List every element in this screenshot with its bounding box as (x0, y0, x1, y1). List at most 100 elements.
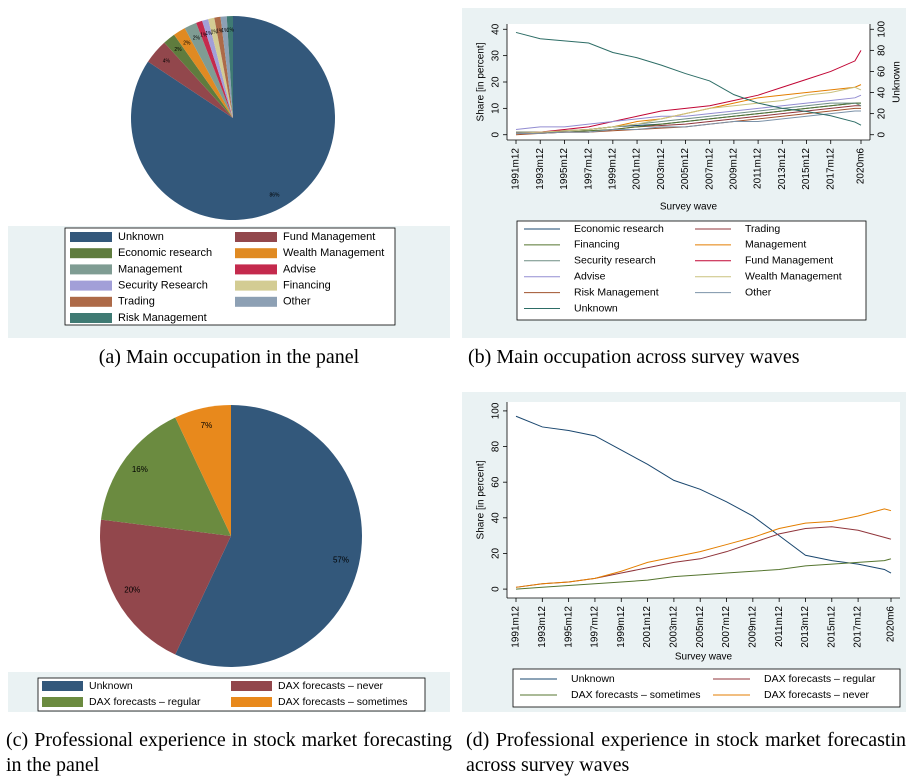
legend-label: Financing (574, 239, 620, 251)
series-line (515, 31, 862, 126)
x-axis-title: Survey wave (660, 202, 718, 213)
value-label: 86% (269, 193, 280, 199)
caption: (b) Main occupation across survey waves (468, 346, 800, 368)
x-tick-label: 2015m12 (801, 148, 812, 190)
legend-label: Trading (118, 296, 155, 308)
legend-label: Other (745, 286, 772, 298)
y-tick-label: 20 (491, 547, 502, 559)
series-line (515, 50, 862, 134)
legend-label: Wealth Management (283, 247, 384, 259)
x-tick-label: 1993m12 (537, 606, 548, 648)
value-label: 20% (124, 585, 140, 594)
legend-label: Unknown (89, 680, 133, 692)
legend-label: Fund Management (745, 255, 833, 267)
y-tick-label: 40 (491, 512, 502, 524)
y-tick-label: 10 (491, 102, 502, 114)
series-line (515, 86, 862, 134)
plot-area (507, 402, 900, 598)
caption: (d) Professional experience in stock mar… (466, 729, 906, 776)
legend-label: Advise (574, 270, 606, 282)
legend-box (512, 668, 901, 708)
x-tick-label: 1997m12 (583, 148, 594, 190)
pie-slice (184, 22, 233, 118)
legend-swatch (235, 280, 277, 291)
x-tick-label: 2009m12 (729, 148, 740, 190)
legend-swatch (42, 697, 83, 707)
pie-slice (175, 405, 363, 667)
legend-label: Advise (283, 263, 316, 275)
value-label: 1% (205, 31, 213, 37)
series-line (515, 102, 861, 134)
value-label: 16% (132, 465, 148, 474)
y-tick-label: 60 (491, 476, 502, 488)
pie-slice (202, 19, 233, 119)
x-tick-label: 2007m12 (704, 148, 715, 190)
x-tick-label: 2003m12 (669, 606, 680, 648)
legend-swatch (70, 264, 112, 275)
x-tick-label: 1991m12 (511, 606, 522, 648)
legend-swatch (70, 280, 112, 291)
y-tick-label: 20 (491, 76, 502, 88)
x-tick-label: 2001m12 (632, 148, 643, 190)
pie-slice (214, 16, 233, 118)
pie-slice (196, 20, 233, 119)
y-tick-label: 30 (491, 50, 502, 62)
x-tick-label: 2013m12 (777, 148, 788, 190)
legend-swatch (231, 681, 272, 691)
pie-slice (100, 519, 231, 655)
value-label: 4% (163, 58, 171, 64)
x-tick-label: 2013m12 (800, 606, 811, 648)
legend-label: Fund Management (283, 231, 375, 243)
legend-label: Management (118, 263, 182, 275)
legend-label: Management (745, 239, 806, 251)
series-line (515, 94, 862, 130)
value-label: 1% (221, 28, 229, 34)
y-tick-label: 80 (491, 441, 502, 453)
series-line (515, 415, 892, 574)
caption: (a) Main occupation in the panel (98, 346, 360, 368)
x-tick-label: 1999m12 (607, 148, 618, 190)
legend-label: DAX forecasts – regular (89, 696, 201, 708)
legend-label: DAX forecasts – sometimes (278, 696, 408, 708)
value-label: 1% (227, 28, 235, 34)
pie-slice (220, 16, 233, 119)
y-tick-label: 40 (491, 23, 502, 35)
value-label: 1% (216, 29, 224, 35)
y2-tick-label: 20 (877, 108, 888, 120)
x-tick-label: 1995m12 (563, 606, 574, 648)
x-tick-label: 2017m12 (853, 606, 864, 648)
legend-swatch (235, 248, 277, 259)
series-line (515, 558, 892, 590)
legend-label: Risk Management (574, 286, 659, 298)
x-tick-label: 2015m12 (826, 606, 837, 648)
y-tick-label: 0 (491, 132, 502, 138)
x-tick-label: 2011m12 (753, 148, 764, 189)
plot-area (507, 24, 870, 140)
pie-slice (174, 28, 233, 118)
legend-label: DAX forecasts – regular (764, 673, 876, 685)
legend-swatch (231, 697, 272, 707)
value-label: 7% (201, 421, 213, 430)
value-label: 1% (200, 33, 208, 39)
x-tick-label: 2020m6 (886, 606, 897, 643)
value-label: 1% (211, 30, 219, 36)
x-tick-label: 2005m12 (695, 606, 706, 648)
value-label: 2% (183, 41, 191, 47)
x-tick-label: 2005m12 (680, 148, 691, 190)
pie-slice (101, 417, 231, 536)
legend-label: Trading (745, 223, 780, 235)
y2-tick-label: 0 (877, 132, 888, 138)
y-tick-label: 100 (491, 402, 502, 419)
x-tick-label: 2003m12 (656, 148, 667, 190)
legend-label: Wealth Management (745, 270, 842, 282)
legend-label: Economic research (574, 223, 664, 235)
legend-label: DAX forecasts – never (278, 680, 384, 692)
y-axis-title: Share [in percent] (476, 460, 487, 539)
legend-label: Financing (283, 280, 331, 292)
x-tick-label: 1991m12 (511, 148, 522, 190)
caption: (c) Professional experience in stock mar… (6, 729, 452, 776)
pie-slice (226, 16, 233, 118)
x-tick-label: 2009m12 (747, 606, 758, 648)
x-tick-label: 2001m12 (642, 606, 653, 648)
